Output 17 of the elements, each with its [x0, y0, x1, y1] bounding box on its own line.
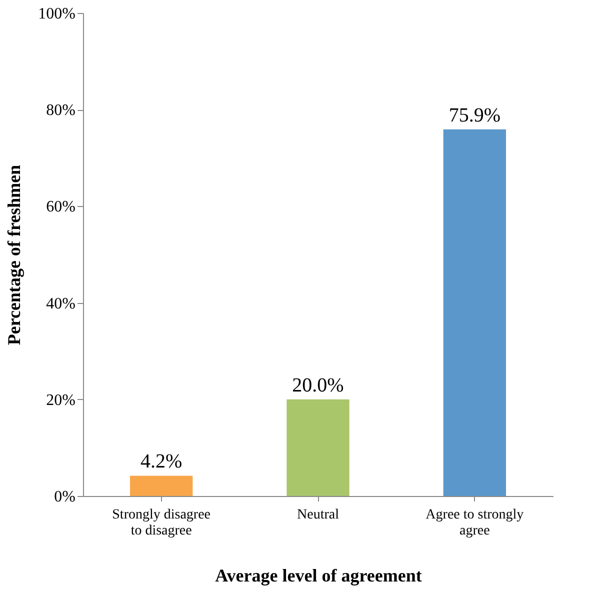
data-label: 4.2% [140, 450, 182, 473]
x-tick-label: Agree to strongly agree [426, 508, 524, 538]
bar [286, 399, 350, 496]
y-tick-label: 20% [46, 392, 76, 409]
x-tick-label: Strongly disagree to disagree [112, 508, 211, 538]
y-tick-label: 0% [54, 488, 76, 506]
x-tick-label: Neutral [297, 508, 340, 522]
x-axis-title: Average level of agreement [215, 566, 422, 586]
bar [130, 476, 193, 496]
bar [443, 129, 506, 496]
y-tick-label: 40% [46, 295, 76, 312]
data-label: 75.9% [448, 104, 501, 126]
data-label: 20.0% [292, 374, 344, 396]
y-axis-title: Percentage of freshmen [4, 164, 24, 346]
y-tick-label: 100% [38, 6, 76, 22]
y-tick-label: 60% [46, 198, 76, 216]
y-tick-label: 80% [46, 102, 76, 120]
